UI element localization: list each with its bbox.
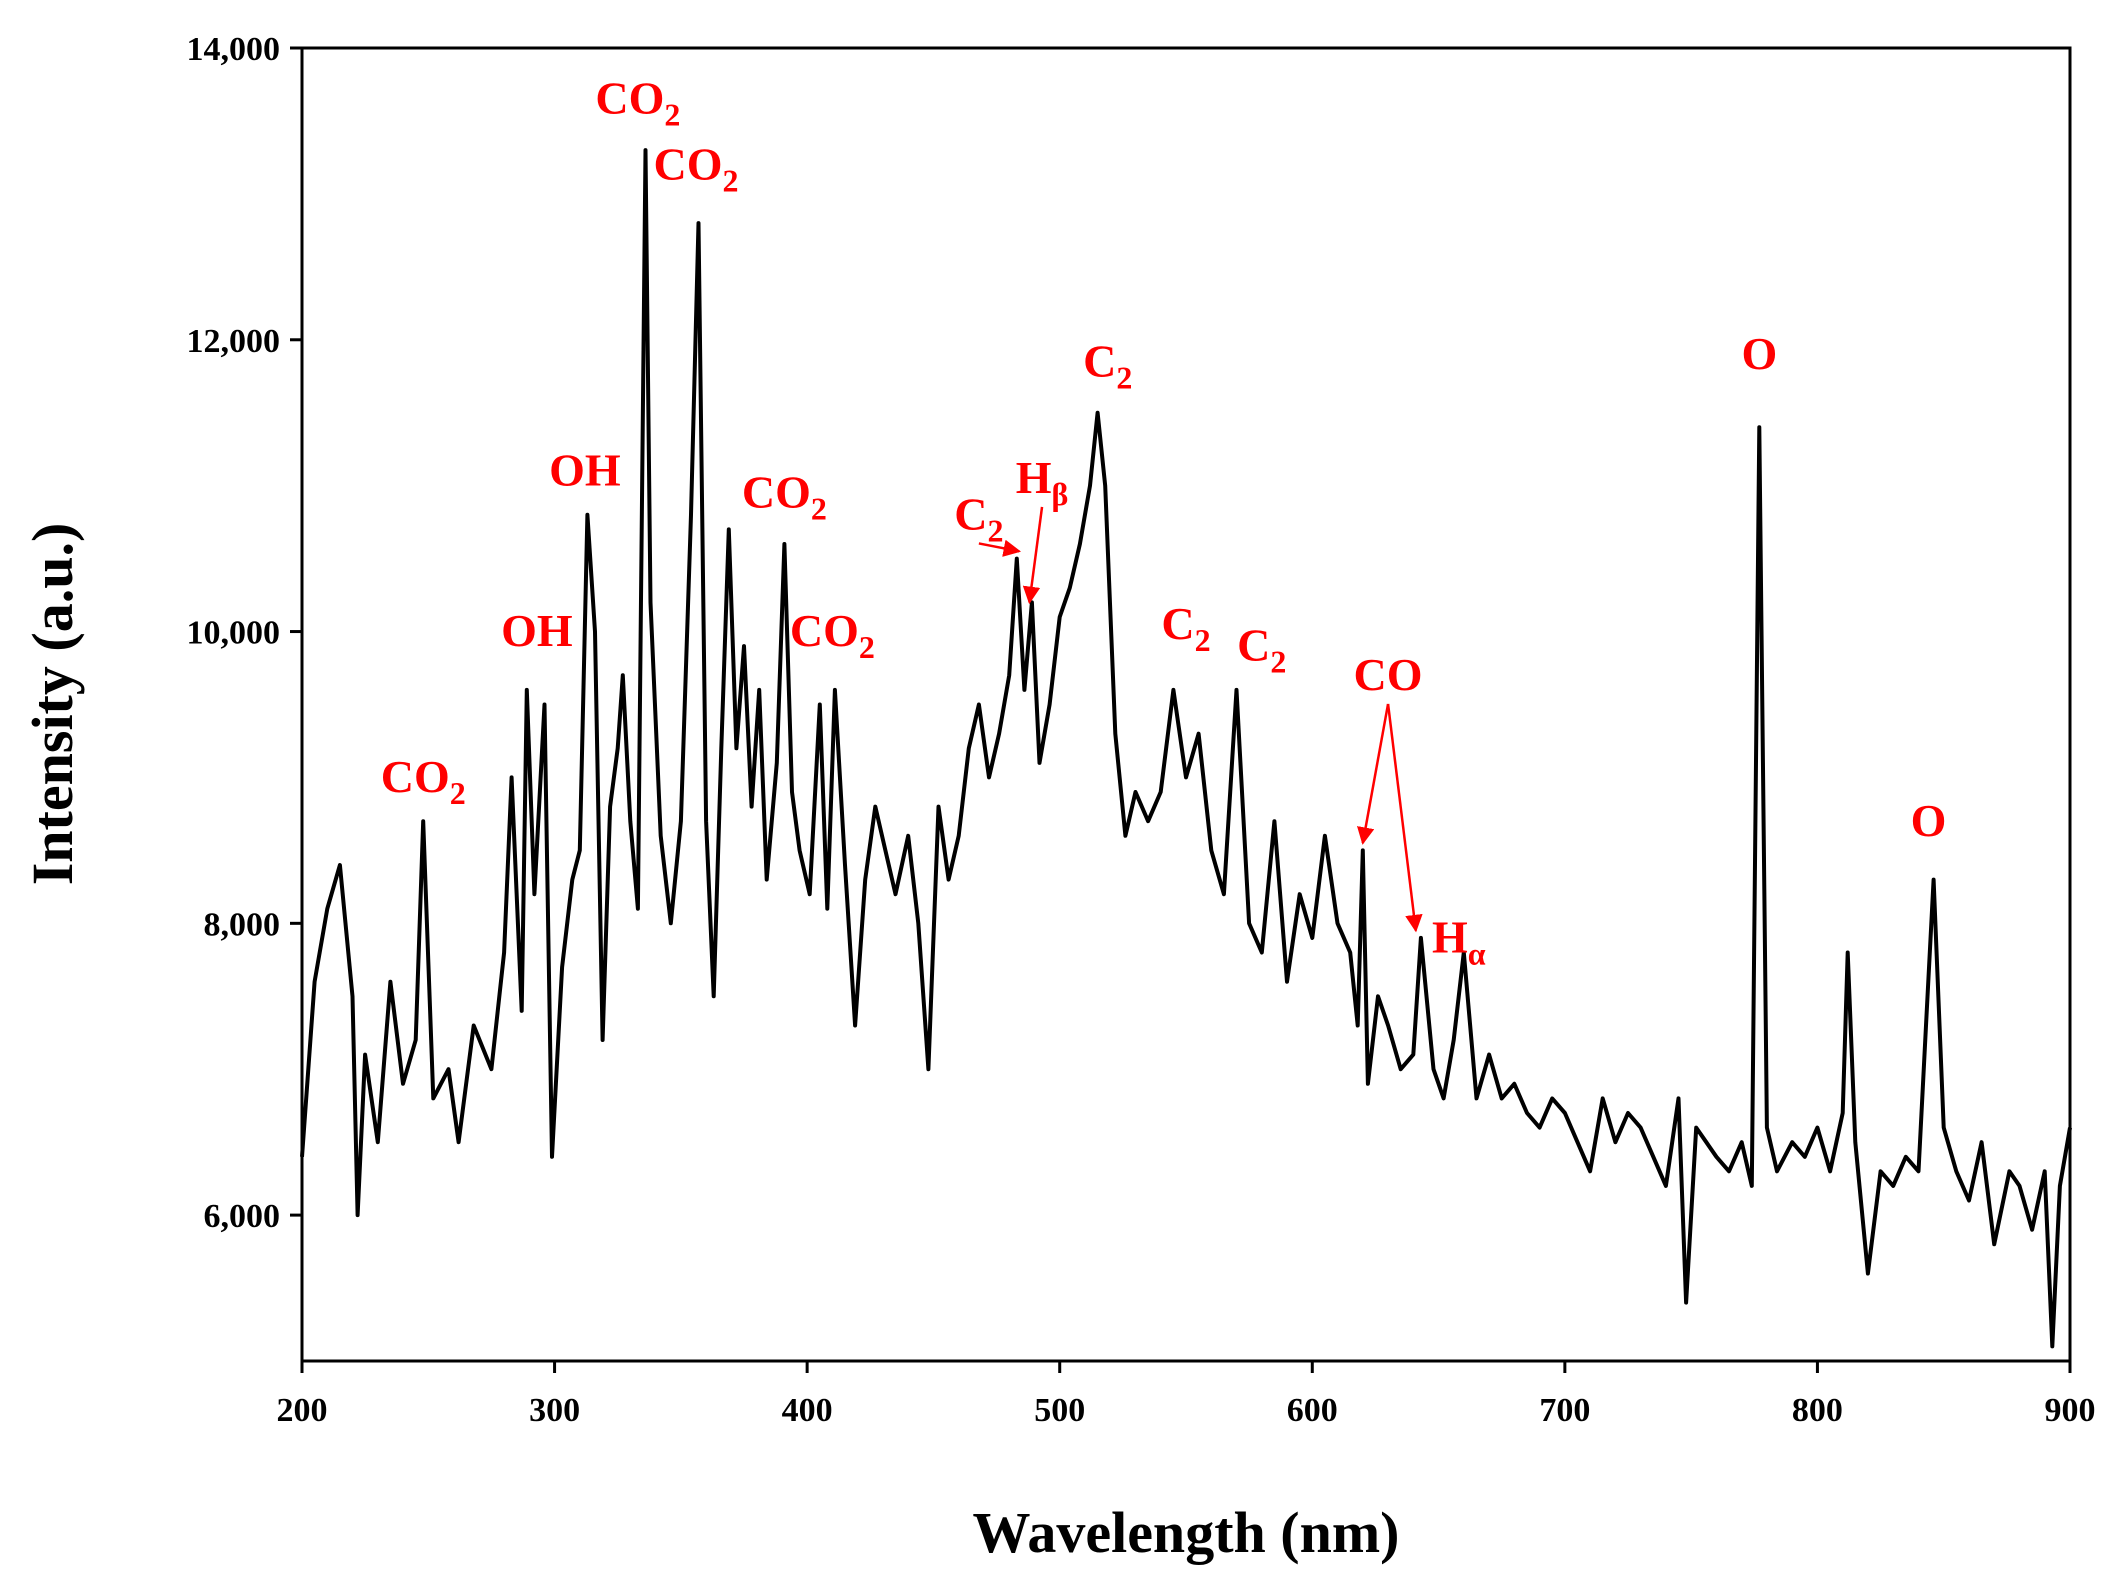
- peak-label: CO2: [742, 467, 827, 527]
- x-tick-label: 400: [782, 1392, 833, 1429]
- x-tick-label: 500: [1034, 1392, 1085, 1429]
- y-axis-title: Intensity (a.u.): [20, 523, 85, 886]
- x-axis-title: Wavelength (nm): [973, 1500, 1400, 1565]
- peak-label: CO2: [654, 138, 739, 198]
- peak-label: OH: [501, 605, 573, 656]
- peak-label: C2: [954, 488, 1003, 548]
- series-layer: [300, 148, 2072, 1349]
- x-tick-label: 200: [277, 1392, 328, 1429]
- peak-label: O: [1741, 328, 1777, 379]
- y-tick-label: 6,000: [204, 1198, 281, 1235]
- y-tick-label: 14,000: [187, 31, 281, 68]
- peak-label: C2: [1083, 335, 1132, 395]
- peak-arrow: [1357, 703, 1390, 845]
- y-tick-label: 10,000: [187, 615, 281, 652]
- x-tick-label: 900: [2045, 1392, 2096, 1429]
- x-tick-label: 600: [1287, 1392, 1338, 1429]
- y-tick-label: 8,000: [204, 906, 281, 943]
- x-tick-label: 700: [1539, 1392, 1590, 1429]
- peak-label: CO2: [790, 605, 875, 665]
- peak-arrow: [1386, 703, 1423, 933]
- peak-label: OH: [549, 445, 621, 496]
- peak-arrow: [978, 539, 1022, 557]
- peak-label: Hα: [1432, 912, 1486, 972]
- peak-label: Hβ: [1016, 452, 1069, 512]
- peak-arrow: [1022, 506, 1044, 605]
- series-line-0: [300, 148, 2072, 1349]
- peak-label: O: [1911, 795, 1947, 846]
- axis-ticks: 200 300 400 500 600 700 800 900 6,000 8,000 10,000…: [187, 31, 2096, 1429]
- peak-label: CO2: [595, 73, 680, 133]
- y-tick-label: 12,000: [187, 323, 281, 360]
- peak-label: C2: [1161, 598, 1210, 658]
- peak-label: CO: [1354, 649, 1423, 700]
- x-tick-label: 300: [529, 1392, 580, 1429]
- plot-frame: [300, 46, 2072, 1363]
- peak-label: C2: [1237, 620, 1286, 680]
- x-tick-label: 800: [1792, 1392, 1843, 1429]
- peak-label: CO2: [381, 751, 466, 811]
